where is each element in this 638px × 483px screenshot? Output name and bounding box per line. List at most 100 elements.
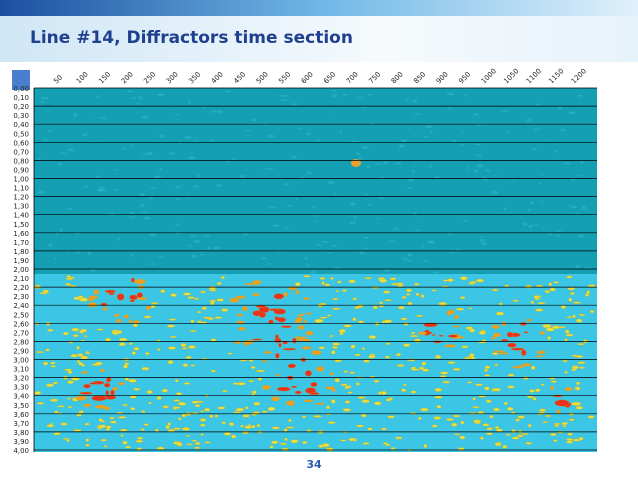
amplitude-blob (416, 314, 424, 317)
amplitude-blob (492, 387, 501, 392)
noise (408, 178, 414, 182)
amplitude-blob (358, 320, 365, 324)
noise (412, 99, 418, 103)
amplitude-blob (129, 319, 133, 324)
amplitude-blob (396, 353, 402, 357)
noise (358, 157, 364, 160)
amplitude-blob (324, 283, 331, 287)
amplitude-blob (214, 414, 219, 418)
noise (476, 154, 483, 157)
amplitude-blob (387, 415, 395, 419)
amplitude-blob (381, 427, 387, 431)
amplitude-blob (231, 434, 237, 439)
amplitude-blob (491, 324, 500, 329)
amplitude-blob (443, 279, 449, 282)
amplitude-blob (65, 277, 73, 280)
noise (473, 113, 480, 116)
noise (73, 113, 78, 117)
amplitude-blob (396, 364, 405, 367)
amplitude-blob (495, 311, 505, 316)
amplitude-blob (67, 380, 74, 384)
amplitude-blob (177, 417, 182, 421)
noise (98, 117, 107, 120)
amplitude-blob (503, 401, 508, 406)
noise (422, 259, 430, 262)
amplitude-blob (150, 302, 159, 305)
amplitude-blob (67, 405, 73, 409)
noise (267, 263, 272, 265)
amplitude-blob (119, 428, 128, 432)
noise (130, 211, 135, 215)
noise (270, 167, 274, 170)
amplitude-blob (398, 306, 405, 310)
noise (544, 139, 548, 141)
amplitude-blob (122, 404, 129, 407)
amplitude-blob (199, 418, 207, 422)
amplitude-blob (504, 284, 510, 288)
amplitude-blob (379, 278, 388, 283)
noise (139, 204, 146, 207)
amplitude-blob (115, 318, 122, 323)
amplitude-blob (314, 402, 325, 405)
amplitude-blob (273, 293, 284, 300)
amplitude-blob (493, 332, 501, 338)
noise (363, 237, 370, 240)
amplitude-blob (475, 383, 483, 387)
axes: 0,000,100,200,300,400,500,600,700,800,90… (13, 67, 597, 455)
noise (148, 196, 154, 200)
amplitude-blob (220, 275, 225, 280)
amplitude-blob (326, 447, 334, 452)
amplitude-blob (330, 277, 334, 280)
noise (188, 101, 191, 104)
amplitude-blob (244, 425, 252, 429)
noise (540, 200, 543, 204)
amplitude-blob (240, 424, 244, 428)
amplitude-blob (519, 322, 527, 326)
amplitude-blob (577, 361, 586, 364)
amplitude-blob (362, 442, 370, 445)
amplitude-blob (566, 275, 573, 279)
noise (89, 269, 97, 272)
amplitude-blob (564, 338, 568, 342)
amplitude-blob (349, 371, 355, 374)
amplitude-blob (301, 346, 312, 350)
amplitude-blob (251, 425, 256, 429)
amplitude-blob (364, 277, 372, 280)
amplitude-blob (182, 292, 192, 296)
noise (413, 164, 416, 167)
amplitude-blob (100, 368, 105, 373)
amplitude-blob (105, 425, 112, 429)
amplitude-blob (167, 422, 171, 426)
amplitude-blob (334, 359, 342, 363)
amplitude-blob (69, 285, 77, 288)
amplitude-blob (403, 322, 409, 326)
amplitude-blob (194, 404, 201, 408)
noise (113, 188, 118, 192)
amplitude-blob (478, 394, 486, 398)
amplitude-blob (373, 401, 382, 406)
y-label: 1,70 (13, 239, 29, 247)
amplitude-blob (378, 301, 384, 305)
noise (37, 190, 45, 194)
amplitude-blob (93, 289, 99, 295)
amplitude-blob (177, 401, 187, 406)
noise (394, 162, 402, 165)
amplitude-blob (574, 386, 581, 391)
amplitude-blob (357, 304, 364, 308)
amplitude-blob (77, 353, 84, 357)
amplitude-blob (352, 317, 357, 322)
amplitude-blob (242, 414, 250, 418)
y-label: 3,10 (13, 366, 29, 374)
amplitude-blob (453, 325, 460, 328)
amplitude-blob (241, 430, 250, 435)
amplitude-blob (348, 279, 356, 284)
amplitude-blob (62, 437, 70, 440)
amplitude-blob (181, 427, 190, 431)
y-label: 2,30 (13, 293, 29, 301)
amplitude-blob (103, 406, 111, 411)
noise (342, 93, 347, 96)
amplitude-blob (60, 422, 68, 426)
amplitude-blob (252, 338, 263, 341)
amplitude-blob (141, 410, 146, 413)
amplitude-blob (109, 416, 115, 420)
